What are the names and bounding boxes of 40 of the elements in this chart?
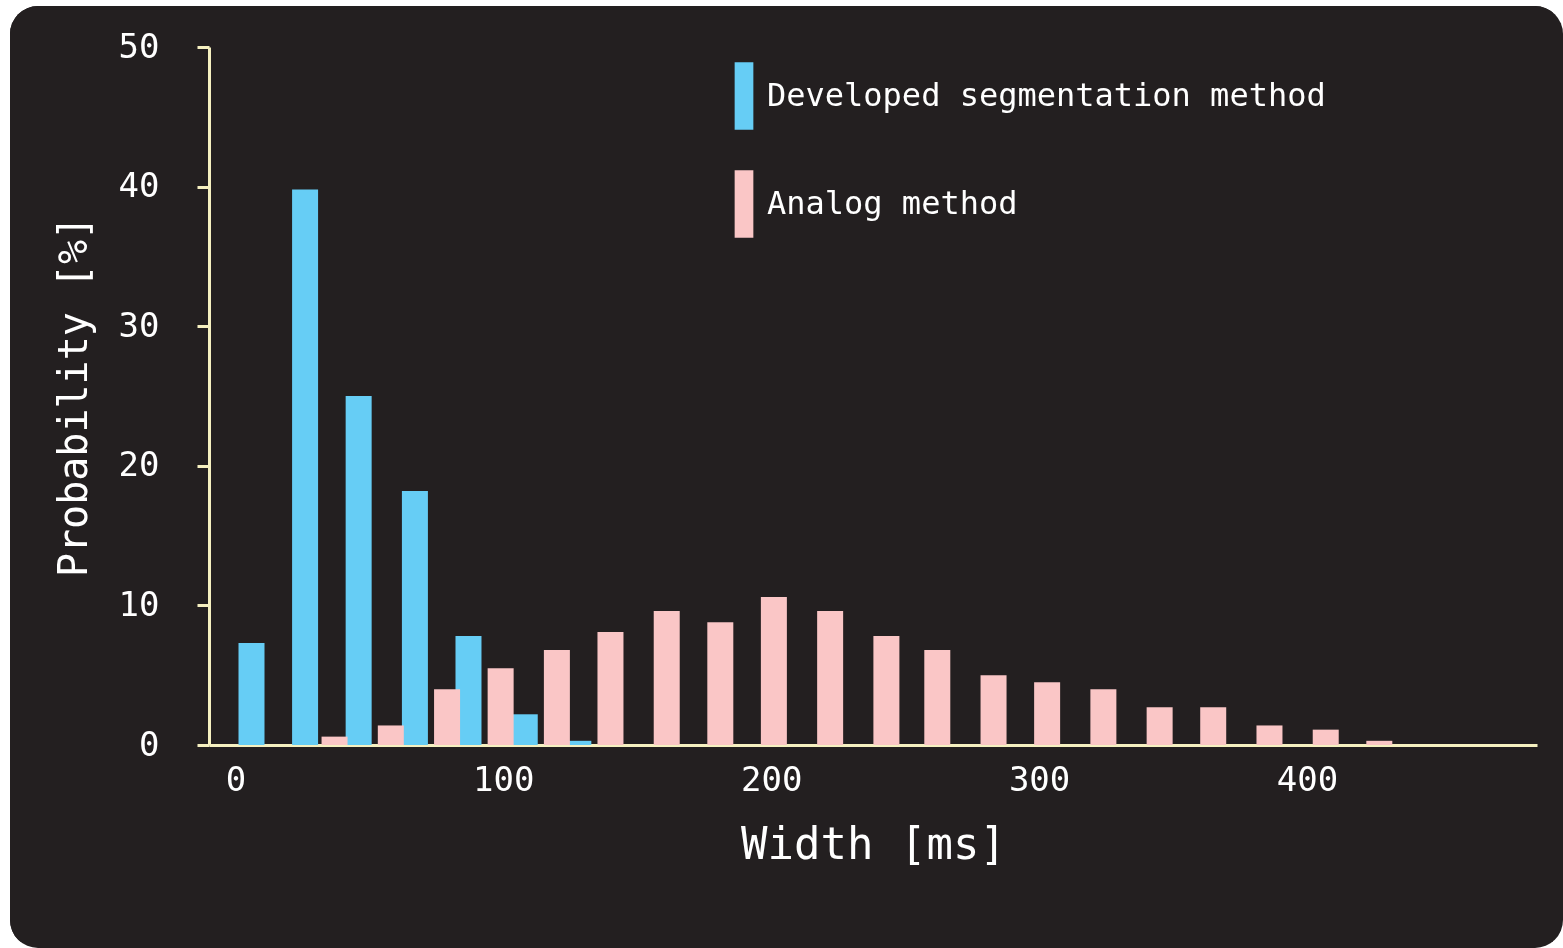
x-tick-label: 100 — [473, 758, 535, 799]
bar — [597, 631, 624, 745]
bar — [345, 396, 372, 745]
bar — [1034, 682, 1061, 745]
legend-label: Analog method — [767, 184, 1018, 222]
y-tick-label: 30 — [118, 304, 160, 345]
y-tick-label: 50 — [118, 25, 160, 66]
bar — [760, 597, 787, 745]
bar — [238, 643, 265, 745]
bar — [707, 622, 734, 745]
x-tick-label: 200 — [740, 758, 803, 799]
y-tick-label: 10 — [118, 583, 160, 624]
x-tick-label: 400 — [1276, 758, 1339, 799]
bar — [487, 668, 514, 745]
bar — [377, 725, 404, 745]
bar — [1090, 689, 1117, 745]
bar — [873, 636, 900, 745]
bar — [1256, 725, 1283, 745]
bar — [980, 675, 1007, 745]
x-tick-label: 300 — [1008, 758, 1071, 799]
x-tick-label: 0 — [225, 758, 247, 799]
bar — [511, 714, 538, 745]
bar — [321, 736, 348, 745]
bar — [1312, 729, 1339, 745]
bar — [1200, 707, 1227, 745]
bar — [292, 189, 319, 745]
bar — [817, 610, 844, 745]
y-tick-label: 0 — [139, 723, 160, 764]
y-tick-label: 20 — [118, 444, 160, 485]
bar — [1366, 740, 1393, 745]
bar — [401, 490, 428, 745]
bar — [1146, 707, 1173, 745]
x-axis-title: Width [ms] — [741, 817, 1006, 869]
bar — [434, 689, 461, 745]
bar — [924, 650, 951, 745]
bar — [543, 650, 570, 745]
legend-label: Developed segmentation method — [767, 76, 1326, 114]
bar — [653, 610, 680, 745]
y-tick-label: 40 — [118, 165, 160, 206]
y-axis-title: Probability [%] — [49, 215, 96, 578]
